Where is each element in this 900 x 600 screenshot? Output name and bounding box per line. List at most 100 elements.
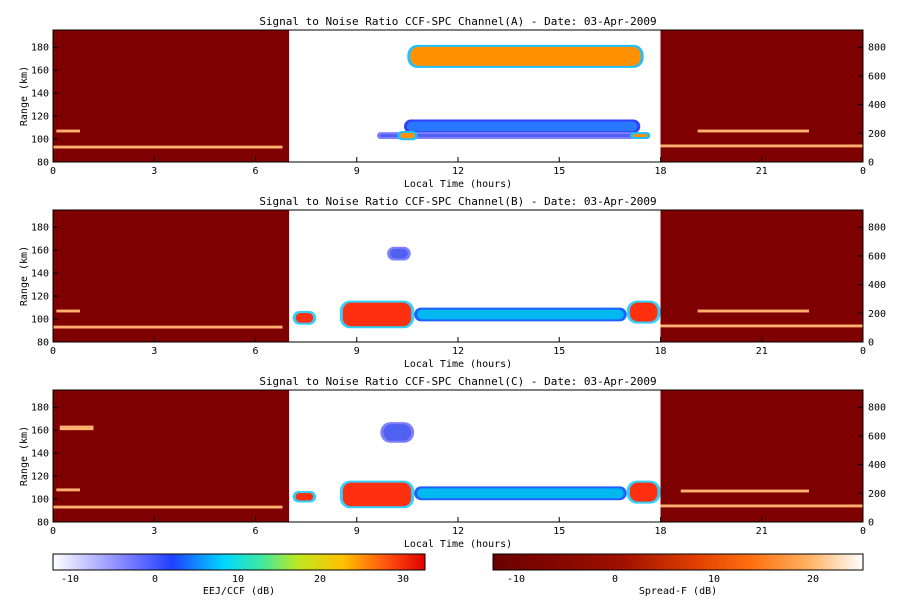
spread-f-layer: [53, 505, 283, 509]
y2-tick-label: 600: [868, 71, 886, 82]
y-tick-label: 140: [31, 89, 49, 100]
night-region-evening: [53, 210, 290, 342]
y2-tick-label: 400: [868, 100, 886, 111]
echo-core: [407, 121, 638, 132]
echo-core: [390, 248, 408, 259]
x-tick-label: 21: [756, 526, 768, 537]
y-tick-label: 180: [31, 223, 49, 234]
x-tick-label: 0: [860, 526, 866, 537]
echo-core: [633, 134, 648, 138]
panel-b: Signal to Noise Ratio CCF-SPC Channel(B)…: [19, 195, 886, 370]
x-tick-label: 12: [452, 346, 464, 357]
night-region-morning: [660, 210, 863, 342]
colorbar-spread-f-gradient: [492, 553, 864, 571]
spread-f-layer: [660, 324, 863, 328]
y-axis-label: Range (km): [19, 66, 30, 126]
y-tick-label: 100: [31, 135, 49, 146]
y-tick-label: 160: [31, 426, 49, 437]
colorbar-eej: -10 0 10 20 30 EEJ/CCF (dB): [52, 553, 426, 597]
x-tick-label: 9: [354, 166, 360, 177]
echo-core: [417, 488, 624, 499]
y2-tick-label: 200: [868, 309, 886, 320]
panel-title: Signal to Noise Ratio CCF-SPC Channel(B)…: [259, 195, 656, 208]
x-tick-label: 0: [860, 346, 866, 357]
x-tick-label: 18: [654, 346, 666, 357]
x-tick-label: 21: [756, 166, 768, 177]
colorbar-tick-label: 0: [152, 574, 158, 585]
x-tick-label: 15: [553, 346, 565, 357]
x-tick-label: 15: [553, 526, 565, 537]
y2-tick-label: 800: [868, 43, 886, 54]
echo-core: [380, 134, 634, 138]
panel-title: Signal to Noise Ratio CCF-SPC Channel(A)…: [259, 15, 656, 28]
colorbar-spread-f-ticks: -10 0 10 20: [507, 574, 819, 585]
colorbar-tick-label: 20: [807, 574, 819, 585]
spread-f-layer: [697, 129, 809, 133]
y2-tick-label: 0: [868, 518, 874, 529]
y2-tick-label: 200: [868, 489, 886, 500]
colorbar-tick-label: 10: [708, 574, 720, 585]
echo-core: [417, 309, 624, 320]
y2-tick-label: 0: [868, 158, 874, 169]
heatmap-plot: 0 3 6 9 12 15 18 21 0801001201401601800200400600…: [31, 389, 886, 537]
colorbar-spread-f-label: Spread-F (dB): [639, 586, 717, 597]
y-tick-label: 120: [31, 472, 49, 483]
y-tick-label: 180: [31, 403, 49, 414]
colorbar-eej-gradient: [52, 553, 426, 571]
y-tick-label: 80: [37, 338, 49, 349]
heatmap-plot: 0 3 6 9 12 15 18 21 0801001201401601800200400600…: [31, 29, 886, 177]
echo-core: [342, 482, 412, 507]
panel-title: Signal to Noise Ratio CCF-SPC Channel(C)…: [259, 375, 656, 388]
spread-f-layer: [660, 504, 863, 508]
x-tick-label: 0: [50, 346, 56, 357]
x-tick-label: 3: [151, 526, 157, 537]
y-tick-label: 120: [31, 292, 49, 303]
x-tick-label: 18: [654, 166, 666, 177]
heatmap-plot: 0 3 6 9 12 15 18 21 0801001201401601800200400600…: [31, 209, 886, 357]
x-tick-label: 3: [151, 166, 157, 177]
night-region-evening: [53, 390, 290, 522]
colorbar-eej-label: EEJ/CCF (dB): [203, 586, 275, 597]
y2-tick-label: 600: [868, 431, 886, 442]
y-tick-label: 160: [31, 66, 49, 77]
y2-tick-label: 400: [868, 280, 886, 291]
y-tick-label: 120: [31, 112, 49, 123]
echo-core: [400, 133, 415, 139]
panel-c: Signal to Noise Ratio CCF-SPC Channel(C)…: [19, 375, 886, 550]
panel-a: Signal to Noise Ratio CCF-SPC Channel(A)…: [19, 15, 886, 190]
y2-tick-label: 600: [868, 251, 886, 262]
x-tick-label: 0: [50, 166, 56, 177]
colorbar-tick-label: 0: [612, 574, 618, 585]
y-axis-label: Range (km): [19, 426, 30, 486]
y2-tick-label: 0: [868, 338, 874, 349]
x-tick-label: 9: [354, 346, 360, 357]
spread-f-layer: [53, 145, 283, 149]
spread-f-layer: [56, 488, 80, 492]
spread-f-layer: [680, 489, 809, 493]
spread-f-layer: [697, 309, 809, 313]
x-axis-label: Local Time (hours): [404, 359, 512, 370]
x-tick-label: 6: [252, 166, 258, 177]
echo-core: [295, 493, 314, 501]
echo-core: [295, 313, 314, 323]
x-axis-label: Local Time (hours): [404, 179, 512, 190]
echo-core: [342, 302, 412, 327]
x-tick-label: 18: [654, 526, 666, 537]
night-region-morning: [660, 30, 863, 162]
colorbar-tick-label: 30: [397, 574, 409, 585]
y2-tick-label: 400: [868, 460, 886, 471]
y-tick-label: 100: [31, 315, 49, 326]
x-tick-label: 3: [151, 346, 157, 357]
y2-tick-label: 800: [868, 223, 886, 234]
y-tick-label: 100: [31, 495, 49, 506]
x-tick-label: 9: [354, 526, 360, 537]
x-tick-label: 6: [252, 526, 258, 537]
x-tick-label: 21: [756, 346, 768, 357]
y2-tick-label: 200: [868, 129, 886, 140]
spread-f-layer: [59, 425, 94, 431]
spread-f-layer: [56, 309, 80, 313]
y-tick-label: 140: [31, 269, 49, 280]
night-region-evening: [53, 30, 290, 162]
y-tick-label: 180: [31, 43, 49, 54]
x-tick-label: 0: [860, 166, 866, 177]
